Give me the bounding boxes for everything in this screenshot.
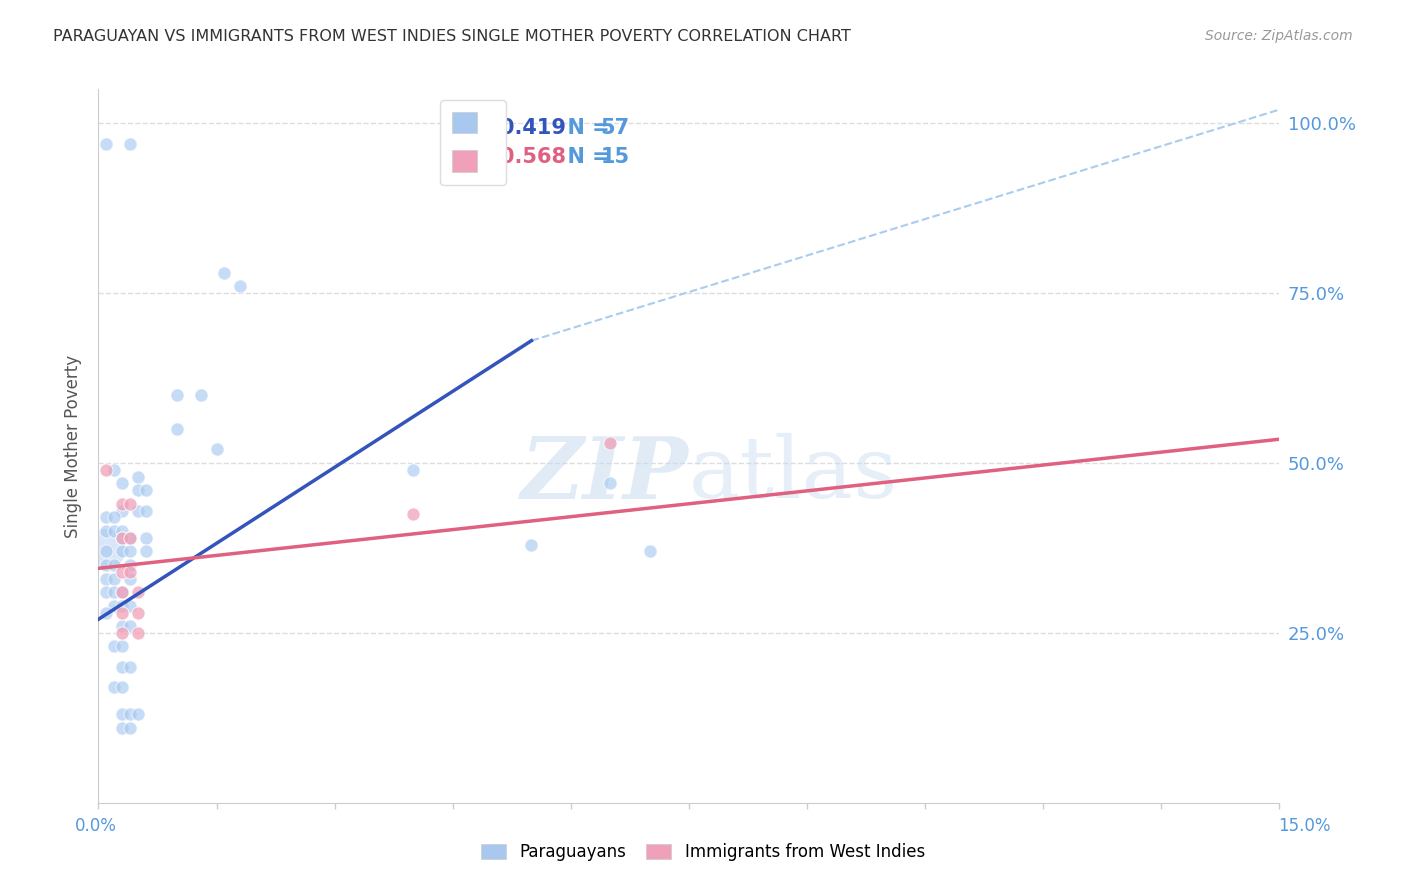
Point [96, 558, 118, 572]
Point [599, 435, 621, 450]
Text: ZIP: ZIP [522, 433, 689, 516]
Point [103, 558, 125, 572]
Point [96, 463, 118, 477]
Point [127, 469, 149, 483]
Text: Source: ZipAtlas.com: Source: ZipAtlas.com [1205, 29, 1353, 44]
Point [96, 136, 118, 151]
Point [111, 599, 134, 613]
Point [96, 544, 118, 558]
Point [118, 721, 141, 735]
Point [118, 660, 141, 674]
Point [103, 510, 125, 524]
Text: 57: 57 [600, 119, 630, 138]
Point [229, 279, 252, 293]
Point [111, 544, 134, 558]
Legend: , : , [440, 100, 506, 185]
Point [96, 524, 118, 538]
Point [118, 619, 141, 633]
Point [402, 507, 425, 521]
Text: 0.568: 0.568 [501, 147, 567, 167]
Point [127, 503, 149, 517]
Point [111, 680, 134, 694]
Point [190, 388, 212, 402]
Point [638, 544, 661, 558]
Point [111, 503, 134, 517]
Point [118, 531, 141, 545]
Point [96, 541, 118, 555]
Point [111, 531, 134, 545]
Point [599, 476, 621, 491]
Point [118, 531, 141, 545]
Point [111, 707, 134, 722]
Point [96, 606, 118, 620]
Point [135, 503, 157, 517]
Text: 15: 15 [600, 147, 630, 167]
Point [103, 599, 125, 613]
Point [103, 463, 125, 477]
Point [118, 544, 141, 558]
Point [118, 707, 141, 722]
Point [118, 565, 141, 579]
Point [96, 510, 118, 524]
Point [111, 606, 134, 620]
Point [111, 585, 134, 599]
Point [127, 483, 149, 498]
Text: atlas: atlas [689, 433, 898, 516]
Point [166, 388, 188, 402]
Point [103, 640, 125, 654]
Point [103, 585, 125, 599]
Point [135, 531, 157, 545]
Point [205, 442, 228, 457]
Point [103, 524, 125, 538]
Point [520, 537, 543, 551]
Point [111, 721, 134, 735]
Point [214, 266, 236, 280]
Text: N =: N = [553, 147, 617, 167]
Point [135, 483, 157, 498]
Point [96, 572, 118, 586]
Point [111, 626, 134, 640]
Point [166, 422, 188, 436]
Point [111, 476, 134, 491]
Point [402, 463, 425, 477]
Point [111, 660, 134, 674]
Point [118, 558, 141, 572]
Point [111, 497, 134, 511]
Point [127, 707, 149, 722]
Point [118, 136, 141, 151]
Point [111, 619, 134, 633]
Text: R =: R = [458, 147, 506, 167]
Text: 0.0%: 0.0% [75, 817, 117, 835]
Point [127, 585, 149, 599]
Point [103, 680, 125, 694]
Point [111, 531, 134, 545]
Point [103, 572, 125, 586]
Point [135, 544, 157, 558]
Point [111, 640, 134, 654]
Point [111, 524, 134, 538]
Text: R =: R = [458, 119, 506, 138]
Point [111, 585, 134, 599]
Point [96, 585, 118, 599]
Text: N =: N = [553, 119, 617, 138]
Text: PARAGUAYAN VS IMMIGRANTS FROM WEST INDIES SINGLE MOTHER POVERTY CORRELATION CHAR: PARAGUAYAN VS IMMIGRANTS FROM WEST INDIE… [53, 29, 851, 45]
Point [118, 497, 141, 511]
Point [118, 572, 141, 586]
Point [127, 606, 149, 620]
Text: 0.419: 0.419 [501, 119, 567, 138]
Y-axis label: Single Mother Poverty: Single Mother Poverty [65, 354, 83, 538]
Point [127, 626, 149, 640]
Legend: Paraguayans, Immigrants from West Indies: Paraguayans, Immigrants from West Indies [474, 837, 932, 868]
Point [111, 565, 134, 579]
Point [118, 599, 141, 613]
Text: 15.0%: 15.0% [1278, 817, 1331, 835]
